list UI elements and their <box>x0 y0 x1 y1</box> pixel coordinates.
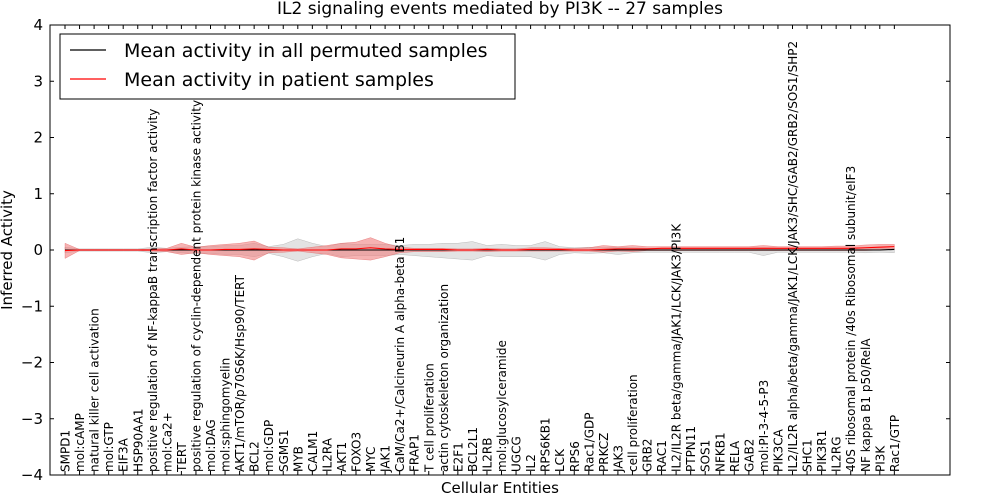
x-tick-label: TERT <box>175 442 189 473</box>
x-tick-label: UGCG <box>510 436 524 472</box>
x-tick-label: CALM1 <box>306 431 320 472</box>
x-tick-label: RELA <box>728 440 742 472</box>
x-tick-label: RPS6 <box>568 441 582 472</box>
x-tick-label: FOXO3 <box>350 432 364 472</box>
x-tick-label: CaM/Ca2+/Calcineurin A alpha-beta B1 <box>393 237 407 472</box>
x-tick-label: Rac1/GTP <box>888 415 902 472</box>
x-tick-label: MYB <box>291 446 305 472</box>
x-tick-label: actin cytoskeleton organization <box>437 284 451 472</box>
y-tick-label: −4 <box>21 466 43 484</box>
x-tick-label: SMPD1 <box>59 430 73 472</box>
x-tick-label: mol:glucosylceramide <box>495 340 509 472</box>
x-tick-label: mol:GTP <box>102 422 116 472</box>
x-tick-label: SHC1 <box>801 439 815 472</box>
y-axis-title: Inferred Activity <box>0 190 16 310</box>
x-tick-label: LCK <box>553 448 567 472</box>
x-tick-label: positive regulation of cyclin-dependent … <box>189 100 203 472</box>
x-tick-label: mol:Ca2+ <box>160 412 174 472</box>
y-axis: −4 −3 −2 −1 0 1 2 3 4 <box>21 16 950 484</box>
x-tick-label: T cell proliferation <box>422 363 436 473</box>
x-tick-label: GRB2 <box>641 438 655 472</box>
x-tick-label: IL2/IL2R beta/gamma/JAK1/LCK/JAK3/PI3K <box>670 223 684 472</box>
chart-title: IL2 signaling events mediated by PI3K --… <box>277 0 723 19</box>
legend-label-patient: Mean activity in patient samples <box>124 69 434 91</box>
y-tick-label: −1 <box>21 297 43 315</box>
x-tick-label: RAC1 <box>655 440 669 472</box>
x-tick-label: E2F1 <box>451 442 465 472</box>
y-tick-label: 2 <box>33 129 43 147</box>
x-tick-label: IL2RG <box>830 437 844 473</box>
y-tick-label: 0 <box>33 241 43 259</box>
x-tick-label: RPS6KB1 <box>539 417 553 472</box>
x-tick-label: natural killer cell activation <box>88 308 102 472</box>
x-tick-label: PTPN11 <box>684 426 698 472</box>
x-tick-label: PRKCZ <box>597 433 611 472</box>
x-tick-label: JAK1 <box>379 445 393 473</box>
x-tick-label: AKT1 <box>335 442 349 472</box>
x-tick-label: NFKB1 <box>713 432 727 472</box>
x-tick-label: IL2/IL2R alpha/beta/gamma/JAK1/LCK/JAK3/… <box>786 41 800 472</box>
plot-frame <box>49 24 951 476</box>
x-tick-label: GAB2 <box>742 439 756 472</box>
x-tick-label: BCL2L1 <box>466 427 480 472</box>
x-tick-label: SGMS1 <box>277 429 291 472</box>
x-tick-label: IL2 <box>524 454 538 472</box>
x-tick-label: BCL2 <box>248 441 262 472</box>
x-tick-label: PIK3R1 <box>815 430 829 472</box>
x-tick-label: AKT1/mTOR/p70S6K/Hsp90/TERT <box>233 274 247 472</box>
x-tick-label: mol:sphingomyelin <box>219 358 233 472</box>
x-tick-label: 40S ribosomal protein /40s Ribosomal sub… <box>844 166 858 472</box>
legend-box <box>59 33 516 100</box>
y-tick-label: 4 <box>33 16 43 34</box>
x-tick-label: NF kappa B1 p50/RelA <box>859 338 873 472</box>
x-tick-label: FRAP1 <box>408 434 422 472</box>
series-line-1 <box>64 246 895 252</box>
x-tick-label: MYC <box>364 447 378 472</box>
y-tick-label: −3 <box>21 410 43 428</box>
series-layer <box>64 246 895 252</box>
legend-label-permuted: Mean activity in all permuted samples <box>124 40 487 62</box>
y-tick-label: −2 <box>21 354 43 372</box>
x-axis: SMPD1 mol:cAMP natural killer cell activat… <box>59 25 902 475</box>
x-tick-label: mol:cAMP <box>73 413 87 472</box>
x-tick-label: Rac1/GDP <box>582 413 596 472</box>
x-tick-label: EIF3A <box>117 437 131 472</box>
x-tick-label: mol:DAG <box>204 419 218 472</box>
x-tick-label: positive regulation of NF-kappaB transcr… <box>146 109 160 472</box>
x-tick-label: SOS1 <box>699 440 713 472</box>
x-tick-label: PIK3CA <box>771 428 785 472</box>
x-tick-label: IL2RA <box>320 437 334 472</box>
x-tick-label: cell proliferation <box>626 374 640 472</box>
x-tick-label: JAK3 <box>611 445 625 473</box>
x-axis-title: Cellular Entities <box>441 479 559 497</box>
y-tick-label: 3 <box>33 72 43 90</box>
x-tick-label: mol:GDP <box>262 420 276 472</box>
y-tick-label: 1 <box>33 185 43 203</box>
x-tick-label: HSP90AA1 <box>131 408 145 472</box>
legend: Mean activity in all permuted samples Me… <box>59 33 516 100</box>
x-tick-label: IL2RB <box>480 438 494 472</box>
x-tick-label: mol:PI-3-4-5-P3 <box>757 380 771 472</box>
x-tick-label: PI3K <box>873 445 887 472</box>
